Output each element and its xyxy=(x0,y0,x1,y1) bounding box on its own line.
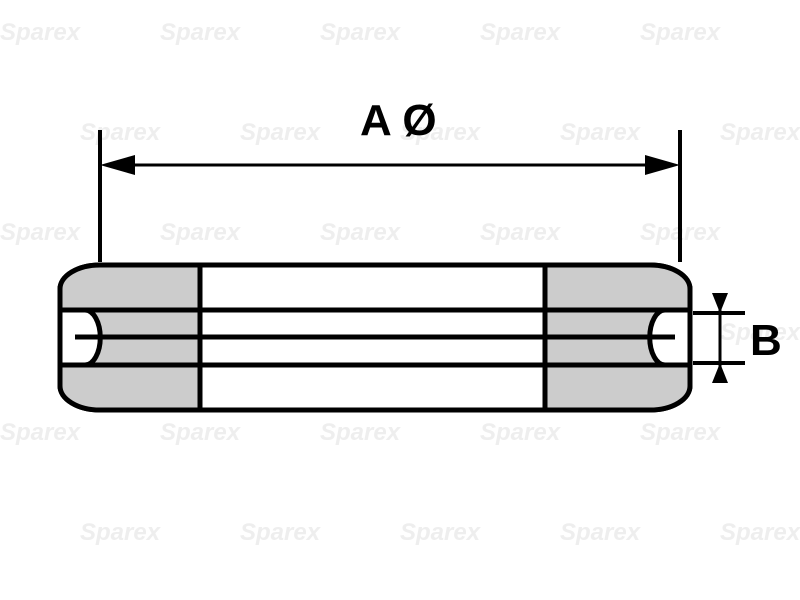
grommet-shape xyxy=(60,265,690,410)
diagram-container: Sparex Sparex Sparex Sparex Sparex Sparex Spar… xyxy=(0,0,800,600)
svg-text:Sparex: Sparex xyxy=(80,119,162,146)
technical-diagram: Sparex Sparex Sparex Sparex Sparex Sparex Spar… xyxy=(0,0,800,600)
dim-b-arrow-bottom xyxy=(712,363,728,383)
dim-a-arrow-right xyxy=(645,155,680,175)
svg-text:Sparex: Sparex xyxy=(640,419,722,446)
svg-text:Sparex: Sparex xyxy=(0,219,82,246)
svg-text:Sparex: Sparex xyxy=(0,19,82,46)
svg-text:Sparex: Sparex xyxy=(320,219,402,246)
svg-text:Sparex: Sparex xyxy=(160,419,242,446)
svg-text:Sparex: Sparex xyxy=(160,219,242,246)
dim-a-label: A Ø xyxy=(360,96,437,145)
svg-text:Sparex: Sparex xyxy=(320,19,402,46)
svg-text:Sparex: Sparex xyxy=(720,119,800,146)
dim-a-arrow-left xyxy=(100,155,135,175)
svg-text:Sparex: Sparex xyxy=(480,19,562,46)
svg-text:Sparex: Sparex xyxy=(320,419,402,446)
svg-text:Sparex: Sparex xyxy=(480,419,562,446)
svg-text:Sparex: Sparex xyxy=(400,519,482,546)
dim-b-arrow-top xyxy=(712,293,728,313)
svg-text:Sparex: Sparex xyxy=(480,219,562,246)
svg-text:Sparex: Sparex xyxy=(560,519,642,546)
svg-text:Sparex: Sparex xyxy=(640,19,722,46)
svg-text:Sparex: Sparex xyxy=(240,519,322,546)
svg-text:Sparex: Sparex xyxy=(720,519,800,546)
svg-text:Sparex: Sparex xyxy=(0,419,82,446)
svg-text:Sparex: Sparex xyxy=(560,119,642,146)
svg-text:Sparex: Sparex xyxy=(160,19,242,46)
svg-text:Sparex: Sparex xyxy=(240,119,322,146)
svg-text:Sparex: Sparex xyxy=(80,519,162,546)
dim-b-label: B xyxy=(750,316,782,365)
